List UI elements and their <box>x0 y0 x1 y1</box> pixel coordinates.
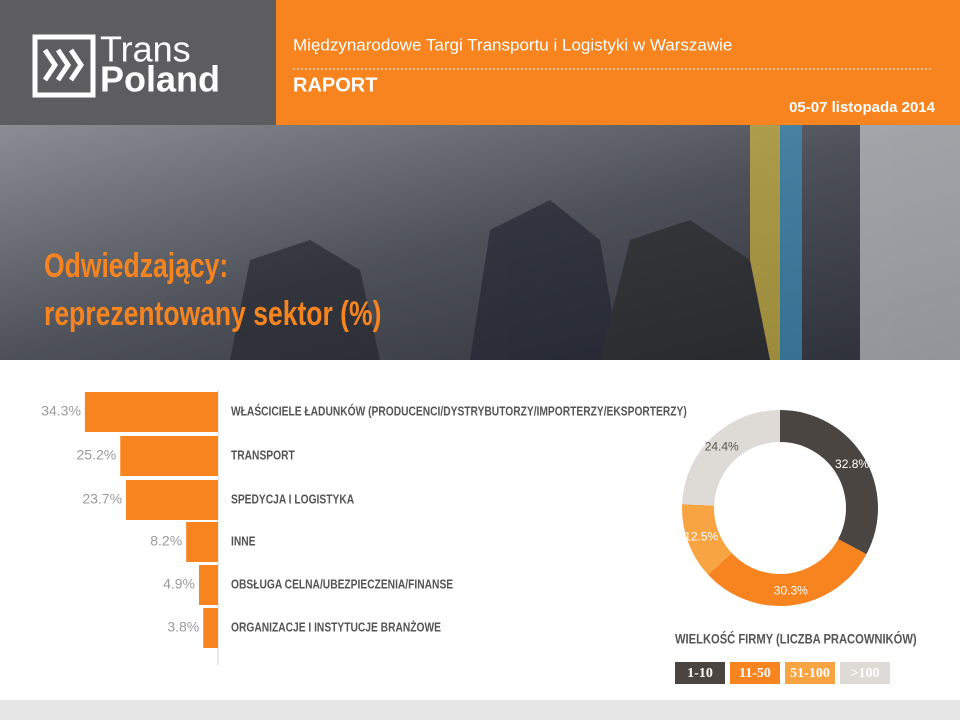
category-label: SPEDYCJA I LOGISTYKA <box>231 493 354 506</box>
donut-segment <box>682 410 780 506</box>
bar <box>186 522 218 562</box>
value-label: 8.2% <box>150 533 182 549</box>
legend-swatch <box>840 662 890 684</box>
value-label: 24.4% <box>705 440 739 454</box>
value-label: 23.7% <box>82 491 122 507</box>
category-label: INNE <box>231 535 256 548</box>
donut-segment <box>780 410 879 555</box>
category-label: TRANSPORT <box>231 449 295 462</box>
logo-icon <box>32 34 96 98</box>
bar <box>120 436 218 476</box>
legend-swatch <box>785 662 835 684</box>
legend-swatch <box>675 662 725 684</box>
chart-title: reprezentowany sektor (%) <box>44 295 381 333</box>
legend-swatch <box>730 662 780 684</box>
logo-box <box>0 0 276 125</box>
chart-title: WIELKOŚĆ FIRMY (LICZBA PRACOWNIKÓW) <box>675 630 917 647</box>
logo-text: Trans <box>100 29 191 70</box>
value-label: 34.3% <box>41 403 81 419</box>
photo-shapes <box>230 125 960 360</box>
value-label: 12.5% <box>684 529 718 543</box>
legend-label: 51-100 <box>790 666 830 681</box>
bar <box>203 608 218 648</box>
value-label: 4.9% <box>163 576 195 592</box>
legend-label: 11-50 <box>739 666 771 681</box>
donut-segment <box>682 504 732 575</box>
value-label: 3.8% <box>167 619 199 635</box>
bar <box>198 565 218 605</box>
chart-title: Odwiedzający: <box>44 247 228 285</box>
value-label: 32.8% <box>835 457 869 471</box>
report-label: RAPORT <box>293 74 377 96</box>
category-label: OBSŁUGA CELNA/UBEZPIECZENIA/FINANSE <box>231 578 453 591</box>
header-band <box>276 0 960 125</box>
value-label: 25.2% <box>77 447 117 463</box>
donut-segment <box>708 539 867 606</box>
bar <box>126 480 218 520</box>
bar <box>84 392 218 432</box>
legend-label: >100 <box>851 666 880 681</box>
category-label: WŁAŚCICIELE ŁADUNKÓW (PRODUCENCI/DYSTRYB… <box>231 404 687 418</box>
header-subtitle: Międzynarodowe Targi Transportu i Logist… <box>293 35 732 54</box>
value-label: 30.3% <box>774 583 808 597</box>
date: 05-07 listopada 2014 <box>789 99 936 116</box>
legend-label: 1-10 <box>687 666 713 681</box>
logo-text: Poland <box>100 59 220 100</box>
footer-band <box>0 700 960 720</box>
category-label: ORGANIZACJE I INSTYTUCJE BRANŻOWE <box>231 620 441 634</box>
